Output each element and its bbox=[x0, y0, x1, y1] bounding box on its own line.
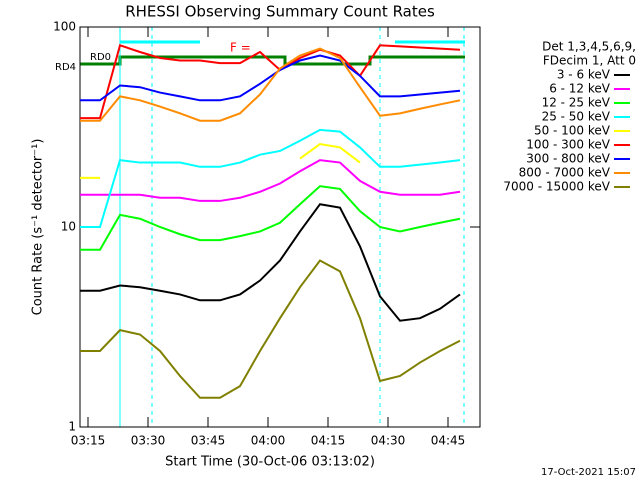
legend-label: 50 - 100 keV bbox=[534, 124, 611, 138]
x-axis-label: Start Time (30-Oct-06 03:13:02) bbox=[165, 455, 375, 470]
legend-label: 100 - 300 keV bbox=[526, 138, 610, 152]
x-tick-label: 03:45 bbox=[191, 434, 226, 448]
legend-label: 12 - 25 keV bbox=[542, 96, 611, 110]
legend-label: 3 - 6 keV bbox=[557, 68, 611, 82]
series-line bbox=[299, 142, 361, 164]
annotation: F = bbox=[230, 41, 251, 55]
legend-header: Det 1,3,4,5,6,9, bbox=[542, 40, 636, 54]
legend-label: 25 - 50 keV bbox=[542, 110, 611, 124]
legend-label: 300 - 800 keV bbox=[526, 152, 610, 166]
legend-label: 6 - 12 keV bbox=[549, 82, 611, 96]
series-line bbox=[80, 159, 461, 202]
legend-label: 7000 - 15000 keV bbox=[503, 180, 610, 194]
x-tick-label: 04:00 bbox=[251, 434, 286, 448]
y-tick-label: 100 bbox=[53, 20, 76, 34]
y-axis-label: Count Rate (s⁻¹ detector⁻¹) bbox=[31, 139, 46, 316]
x-tick-label: 03:15 bbox=[71, 434, 106, 448]
x-tick-label: 04:15 bbox=[311, 434, 346, 448]
series-line bbox=[80, 259, 461, 399]
y-tick-label: 10 bbox=[61, 220, 76, 234]
legend-header: FDecim 1, Att 0 bbox=[543, 54, 636, 68]
chart-title: RHESSI Observing Summary Count Rates bbox=[125, 3, 435, 21]
legend-label: 800 - 7000 keV bbox=[519, 166, 611, 180]
footer: 17-Oct-2021 15:07 bbox=[541, 467, 636, 478]
annotation: RD0 bbox=[90, 52, 111, 63]
y-tick-label: 1 bbox=[68, 420, 76, 434]
series-line bbox=[80, 44, 461, 120]
x-tick-label: 04:45 bbox=[431, 434, 466, 448]
series-line bbox=[80, 47, 461, 122]
series-line bbox=[80, 54, 461, 102]
series-line bbox=[80, 203, 461, 322]
annotation: RD4 bbox=[55, 62, 76, 73]
series-line bbox=[80, 128, 461, 228]
x-tick-label: 04:30 bbox=[371, 434, 406, 448]
series-line bbox=[80, 185, 461, 251]
x-tick-label: 03:30 bbox=[131, 434, 166, 448]
